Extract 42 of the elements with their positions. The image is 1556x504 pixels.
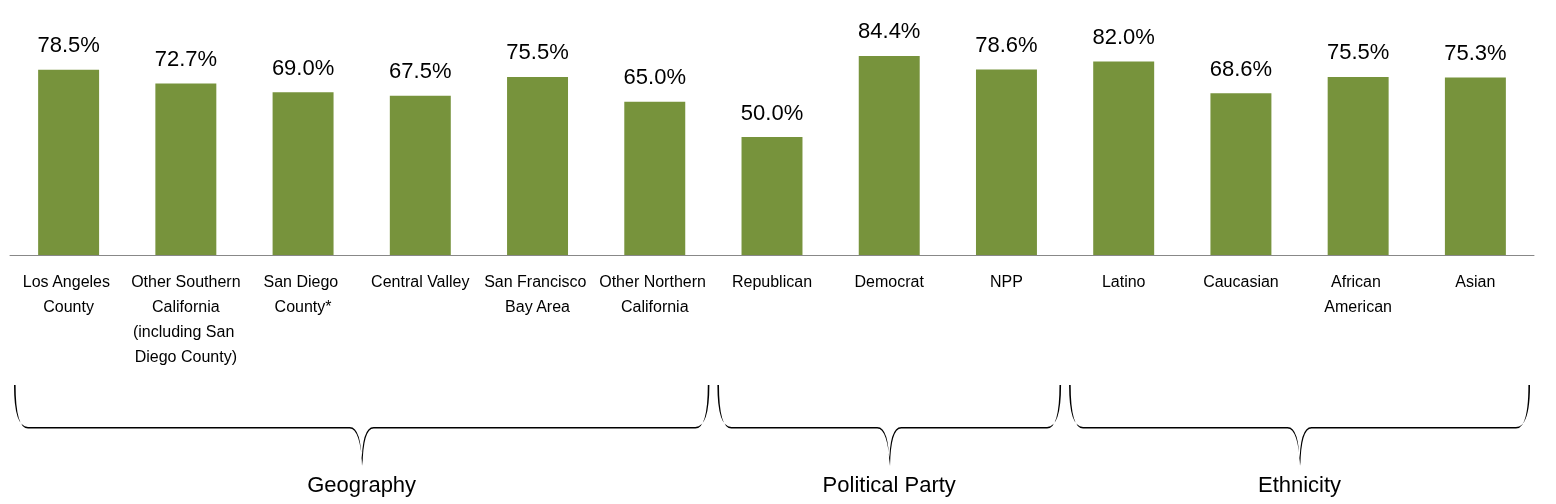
data-label: 78.5% — [37, 32, 100, 58]
data-label: 82.0% — [1092, 24, 1155, 50]
x-tick-label: African American — [1324, 273, 1392, 315]
data-label: 75.5% — [1326, 39, 1390, 65]
bar — [975, 69, 1037, 255]
data-label: 75.3% — [1444, 39, 1507, 65]
data-label: 68.6% — [1209, 55, 1273, 81]
x-tick-label: NPP — [990, 273, 1023, 290]
x-tick-label: Democrat — [854, 273, 925, 290]
x-tick-label: Other Northern California — [599, 273, 711, 315]
data-label: 65.0% — [623, 64, 686, 90]
bar — [507, 76, 569, 255]
data-label: 50.0% — [740, 99, 804, 125]
bar — [741, 137, 803, 255]
data-label: 67.5% — [389, 58, 452, 84]
bar — [155, 83, 217, 255]
bar — [1444, 77, 1506, 255]
x-tick-label: San Francisco Bay Area — [484, 273, 591, 315]
text: Geography — [307, 472, 417, 498]
data-label: 72.7% — [154, 46, 218, 72]
data-label: 78.6% — [975, 32, 1038, 58]
x-tick-label: Republican — [731, 273, 813, 290]
x-tick-label: San Diego County* — [263, 273, 343, 315]
bar — [1210, 93, 1272, 255]
x-tick-label: Other Southern California (including San Diego County) — [131, 273, 241, 365]
bar — [858, 55, 920, 255]
text: Ethnicity — [1257, 472, 1342, 498]
data-label: 75.5% — [506, 39, 569, 65]
x-tick-label: Central Valley — [371, 273, 470, 290]
data-label: 84.4% — [858, 18, 921, 44]
x-tick-label: Asian — [1455, 273, 1496, 290]
data-label: 69.0% — [271, 54, 335, 80]
bar — [1093, 61, 1155, 255]
x-tick-label: Caucasian — [1203, 273, 1279, 290]
x-tick-label: Los Angeles County — [22, 273, 115, 315]
x-tick-label: Latino — [1101, 273, 1146, 290]
text: Political Party — [822, 472, 956, 498]
bar — [272, 92, 334, 255]
bar — [624, 101, 686, 255]
bar — [389, 95, 451, 255]
bar — [38, 69, 100, 255]
bar — [1327, 76, 1389, 255]
